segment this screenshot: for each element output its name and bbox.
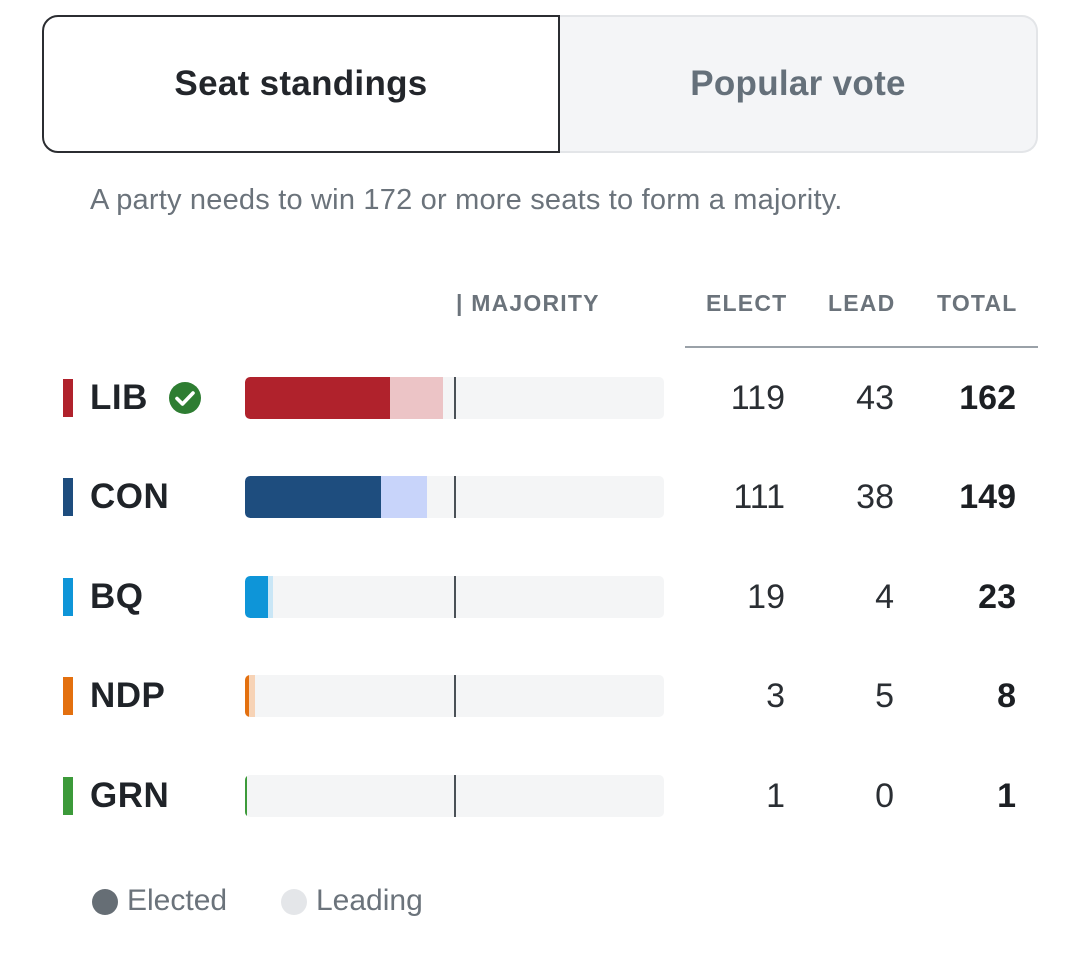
party-color-swatch xyxy=(63,379,73,417)
party-color-swatch xyxy=(63,478,73,516)
lead-seats-value: 43 xyxy=(856,379,894,417)
elect-seats-value: 111 xyxy=(733,478,785,516)
header-divider xyxy=(685,346,1038,348)
party-name: NDP xyxy=(90,676,166,715)
tab-seat-standings[interactable]: Seat standings xyxy=(42,15,560,153)
seat-bar-track xyxy=(245,377,664,419)
majority-marker xyxy=(454,476,456,518)
party-row: NDP 3 5 8 xyxy=(0,675,1080,719)
party-row: GRN 1 0 1 xyxy=(0,775,1080,819)
view-tabs: Seat standings Popular vote xyxy=(42,15,1038,153)
elected-legend-swatch xyxy=(92,889,118,915)
party-row: LIB 119 43 162 xyxy=(0,377,1080,421)
tab-popular-vote[interactable]: Popular vote xyxy=(560,15,1038,153)
total-seats-value: 8 xyxy=(997,677,1016,715)
total-header: TOTAL xyxy=(937,290,1018,316)
party-row: CON 111 38 149 xyxy=(0,476,1080,520)
elected-seats-bar xyxy=(245,476,381,518)
lead-seats-value: 38 xyxy=(856,478,894,516)
elected-seats-bar xyxy=(245,775,247,817)
party-color-swatch xyxy=(63,578,73,616)
majority-marker xyxy=(454,775,456,817)
party-color-swatch xyxy=(63,677,73,715)
elect-seats-value: 3 xyxy=(766,677,785,715)
majority-header: | MAJORITY xyxy=(456,290,600,316)
leading-legend-swatch xyxy=(281,889,307,915)
seat-bar-track xyxy=(245,476,664,518)
elected-seats-bar xyxy=(245,576,269,618)
check-circle-icon xyxy=(169,382,201,414)
party-color-swatch xyxy=(63,777,73,815)
total-seats-value: 1 xyxy=(997,777,1016,815)
majority-marker xyxy=(454,576,456,618)
party-name: CON xyxy=(90,477,170,516)
seat-bar-track xyxy=(245,675,664,717)
lead-header: LEAD xyxy=(828,290,896,316)
seat-bar-track xyxy=(245,775,664,817)
majority-marker xyxy=(454,377,456,419)
lead-seats-value: 5 xyxy=(875,677,894,715)
party-name: GRN xyxy=(90,776,170,815)
seat-bar-track xyxy=(245,576,664,618)
elected-seats-bar xyxy=(245,675,249,717)
party-name: BQ xyxy=(90,577,144,616)
elected-legend-label: Elected xyxy=(127,884,228,917)
leading-seats-bar xyxy=(245,675,255,717)
lead-seats-value: 4 xyxy=(875,578,894,616)
party-row: BQ 19 4 23 xyxy=(0,576,1080,620)
elect-seats-value: 119 xyxy=(730,379,785,417)
elect-seats-value: 19 xyxy=(747,578,785,616)
total-seats-value: 162 xyxy=(959,379,1016,417)
elected-seats-bar xyxy=(245,377,391,419)
elect-seats-value: 1 xyxy=(766,777,785,815)
elect-header: ELECT xyxy=(706,290,788,316)
party-name: LIB xyxy=(90,378,148,417)
leading-legend-label: Leading xyxy=(316,884,423,917)
lead-seats-value: 0 xyxy=(875,777,894,815)
majority-note: A party needs to win 172 or more seats t… xyxy=(90,184,843,216)
total-seats-value: 149 xyxy=(959,478,1016,516)
majority-marker xyxy=(454,675,456,717)
total-seats-value: 23 xyxy=(978,578,1016,616)
